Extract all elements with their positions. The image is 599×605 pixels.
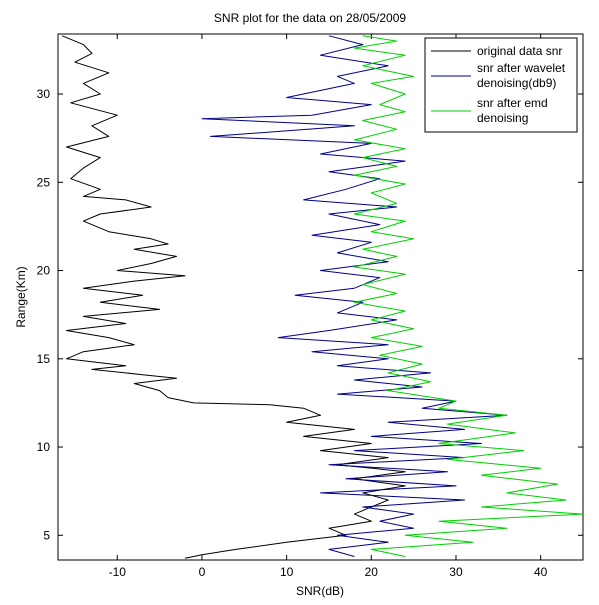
legend-label-1: snr after wavelet denoising(db9) <box>477 61 566 90</box>
y-tick-label: 20 <box>37 264 51 278</box>
y-tick-label: 30 <box>37 87 51 101</box>
series-line-1 <box>201 35 508 557</box>
y-axis: 5 10 15 20 25 30 <box>37 87 583 542</box>
x-axis: -10 0 10 20 30 40 <box>109 34 548 579</box>
y-axis-label: Range(Km) <box>14 266 28 327</box>
chart-title: SNR plot for the data on 28/05/2009 <box>214 11 406 25</box>
series-line-2 <box>353 35 583 557</box>
legend: original data snr snr after wavelet denois… <box>424 37 578 133</box>
x-tick-label: 0 <box>199 565 206 579</box>
legend-box <box>424 37 578 133</box>
series-line-0 <box>62 35 406 559</box>
y-tick-label: 10 <box>37 440 51 454</box>
x-tick-label: 40 <box>534 565 548 579</box>
y-tick-label: 15 <box>37 352 51 366</box>
series-layer <box>62 35 583 559</box>
x-axis-label: SNR(dB) <box>296 584 344 598</box>
x-tick-label: -10 <box>109 565 127 579</box>
y-tick-label: 5 <box>43 528 50 542</box>
legend-label-0: original data snr <box>477 44 562 58</box>
x-tick-label: 10 <box>280 565 294 579</box>
x-tick-label: 20 <box>365 565 379 579</box>
legend-label-2: snr after emd denoising <box>477 96 548 125</box>
y-tick-label: 25 <box>37 175 51 189</box>
x-tick-label: 30 <box>449 565 463 579</box>
